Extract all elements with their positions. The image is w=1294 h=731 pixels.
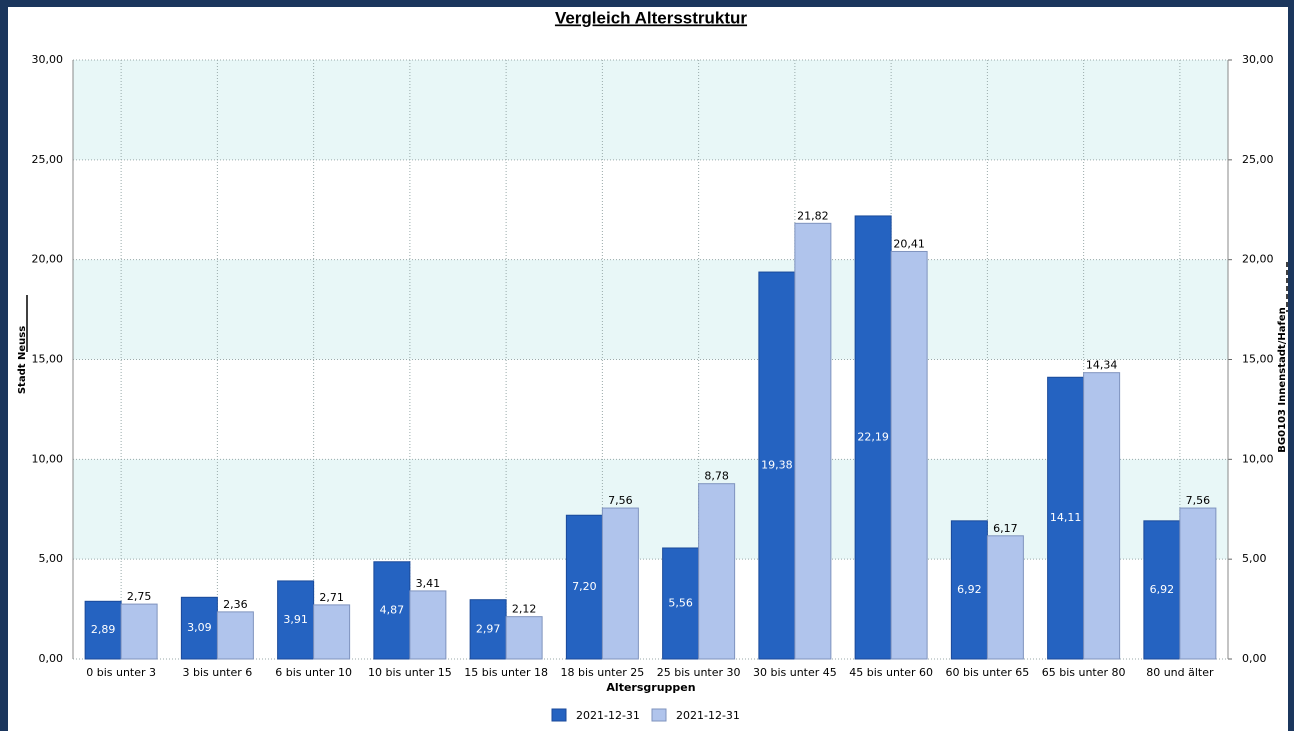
x-tick-label: 30 bis unter 45	[753, 666, 837, 679]
legend-swatch	[551, 708, 567, 722]
bar	[505, 616, 543, 660]
value-label: 6,92	[957, 583, 982, 596]
value-label: 21,82	[797, 209, 829, 222]
bar	[1143, 520, 1181, 660]
x-tick-label: 60 bis unter 65	[945, 666, 1029, 679]
x-tick-label: 65 bis unter 80	[1042, 666, 1126, 679]
value-label: 3,91	[283, 613, 308, 626]
value-label: 19,38	[761, 459, 793, 472]
bar	[698, 483, 736, 660]
value-label: 7,20	[572, 580, 597, 593]
y2-tick-label: 0,00	[1242, 652, 1267, 665]
bar	[180, 596, 218, 660]
bar	[794, 222, 832, 660]
value-label: 3,41	[416, 577, 441, 590]
value-label: 2,97	[476, 622, 501, 635]
bar	[1179, 507, 1217, 660]
value-label: 2,71	[319, 591, 344, 604]
y2-tick-label: 30,00	[1242, 53, 1274, 66]
bar	[1083, 372, 1121, 660]
y-tick-label: 15,00	[32, 353, 64, 366]
bar	[409, 590, 447, 660]
x-tick-label: 45 bis unter 60	[849, 666, 933, 679]
value-label: 8,78	[704, 470, 729, 483]
x-tick-label: 3 bis unter 6	[182, 666, 252, 679]
x-tick-label: 6 bis unter 10	[275, 666, 352, 679]
y2-tick-label: 5,00	[1242, 552, 1267, 565]
bar	[1047, 376, 1085, 660]
y2-tick-label: 15,00	[1242, 353, 1274, 366]
y-tick-label: 0,00	[39, 652, 64, 665]
bar	[373, 561, 411, 660]
bar	[565, 514, 603, 660]
value-label: 2,75	[127, 590, 152, 603]
y-tick-label: 20,00	[32, 253, 64, 266]
value-label: 20,41	[893, 237, 925, 250]
value-label: 3,09	[187, 621, 212, 634]
x-tick-label: 0 bis unter 3	[86, 666, 156, 679]
value-label: 2,36	[223, 598, 248, 611]
plot-band	[73, 259, 1228, 360]
x-tick-label: 18 bis unter 25	[560, 666, 644, 679]
bar	[758, 271, 796, 660]
x-tick-label: 80 und älter	[1146, 666, 1214, 679]
bar	[950, 520, 988, 660]
x-tick-label: 15 bis unter 18	[464, 666, 548, 679]
x-tick-label: 10 bis unter 15	[368, 666, 452, 679]
bar	[890, 250, 928, 660]
legend-label: 2021-12-31	[576, 709, 640, 722]
y2-axis-title: BG0103 Innenstadt/Hafen	[1277, 307, 1288, 452]
plot-band	[73, 459, 1228, 560]
value-label: 7,56	[1186, 494, 1211, 507]
plot-band	[73, 60, 1228, 160]
y2-tick-label: 10,00	[1242, 452, 1274, 465]
x-tick-label: 25 bis unter 30	[657, 666, 741, 679]
bar	[313, 604, 351, 660]
legend-label: 2021-12-31	[676, 709, 740, 722]
value-label: 5,56	[668, 596, 693, 609]
value-label: 4,87	[380, 603, 405, 616]
legend-swatch	[651, 708, 667, 722]
bar	[601, 507, 639, 660]
bar	[120, 603, 158, 660]
x-axis-title: Altersgruppen	[606, 681, 695, 694]
y-tick-label: 10,00	[32, 452, 64, 465]
chart-title: Vergleich Altersstruktur	[555, 8, 747, 27]
y-tick-label: 30,00	[32, 53, 64, 66]
value-label: 2,12	[512, 603, 537, 616]
value-label: 14,34	[1086, 359, 1118, 372]
value-label: 14,11	[1050, 511, 1082, 524]
y2-tick-label: 25,00	[1242, 153, 1274, 166]
y-tick-label: 5,00	[39, 552, 64, 565]
bar	[986, 535, 1024, 660]
value-label: 6,92	[1150, 583, 1175, 596]
y-axis-title: Stadt Neuss	[17, 326, 28, 394]
y2-tick-label: 20,00	[1242, 253, 1274, 266]
value-label: 22,19	[857, 430, 889, 443]
bar	[216, 611, 254, 660]
y-tick-label: 25,00	[32, 153, 64, 166]
value-label: 7,56	[608, 494, 633, 507]
value-label: 2,89	[91, 623, 116, 636]
value-label: 6,17	[993, 522, 1018, 535]
